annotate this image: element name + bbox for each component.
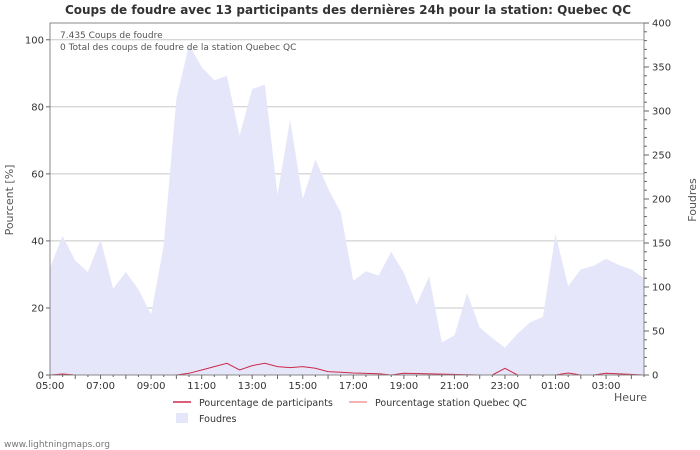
right-axis-label: Foudres	[686, 178, 699, 222]
right-tick-label-0: 0	[652, 371, 658, 382]
legend-label-station: Pourcentage station Quebec QC	[375, 398, 527, 409]
legend: Pourcentage de participants Pourcentage …	[173, 398, 527, 425]
right-tick-label-250: 250	[652, 151, 671, 162]
x-tick-label-23:00: 23:00	[491, 381, 520, 392]
x-tick-label-01:00: 01:00	[541, 381, 570, 392]
x-tick-label-19:00: 19:00	[389, 381, 418, 392]
legend-label-participants: Pourcentage de participants	[199, 398, 333, 409]
x-tick-label-05:00: 05:00	[36, 381, 65, 392]
right-tick-label-50: 50	[652, 327, 665, 338]
legend-swatch-strikes	[176, 413, 188, 423]
right-tick-label-300: 300	[652, 107, 671, 118]
right-tick-label-400: 400	[652, 19, 671, 30]
chart-title: Coups de foudre avec 13 participants des…	[65, 3, 631, 17]
left-tick-label-20: 20	[31, 303, 44, 314]
x-axis-ticks: 05:00 07:00 09:00 11:00 13:00 15:00 17:00 19:00…	[36, 375, 645, 392]
x-axis-label: Heure	[614, 391, 647, 404]
area-layer	[50, 45, 644, 375]
x-tick-label-11:00: 11:00	[187, 381, 216, 392]
x-tick-label-03:00: 03:00	[592, 381, 621, 392]
site-credit: www.lightningmaps.org	[4, 440, 110, 450]
legend-label-strikes: Foudres	[199, 414, 237, 425]
x-tick-label-07:00: 07:00	[86, 381, 115, 392]
x-tick-label-09:00: 09:00	[137, 381, 166, 392]
x-tick-label-21:00: 21:00	[440, 381, 469, 392]
right-tick-label-150: 150	[652, 239, 671, 250]
left-tick-label-40: 40	[31, 236, 44, 247]
right-axis-ticks: 0 50 100 150 200 250 300 350 400	[644, 19, 671, 382]
left-axis-ticks: 0 20 40 60 80 100	[25, 35, 50, 382]
note-station-total: 0 Total des coups de foudre de la statio…	[60, 43, 296, 53]
left-tick-label-0: 0	[38, 371, 44, 382]
left-tick-label-100: 100	[25, 35, 44, 46]
left-axis-label: Pourcent [%]	[3, 165, 16, 236]
x-tick-label-17:00: 17:00	[339, 381, 368, 392]
x-tick-label-13:00: 13:00	[238, 381, 267, 392]
series-area-foudres	[50, 45, 644, 375]
right-tick-label-200: 200	[652, 195, 671, 206]
x-tick-label-15:00: 15:00	[288, 381, 317, 392]
left-tick-label-60: 60	[31, 169, 44, 180]
right-tick-label-100: 100	[652, 283, 671, 294]
right-tick-label-350: 350	[652, 63, 671, 74]
left-tick-label-80: 80	[31, 102, 44, 113]
note-strike-count: 7.435 Coups de foudre	[60, 31, 163, 41]
